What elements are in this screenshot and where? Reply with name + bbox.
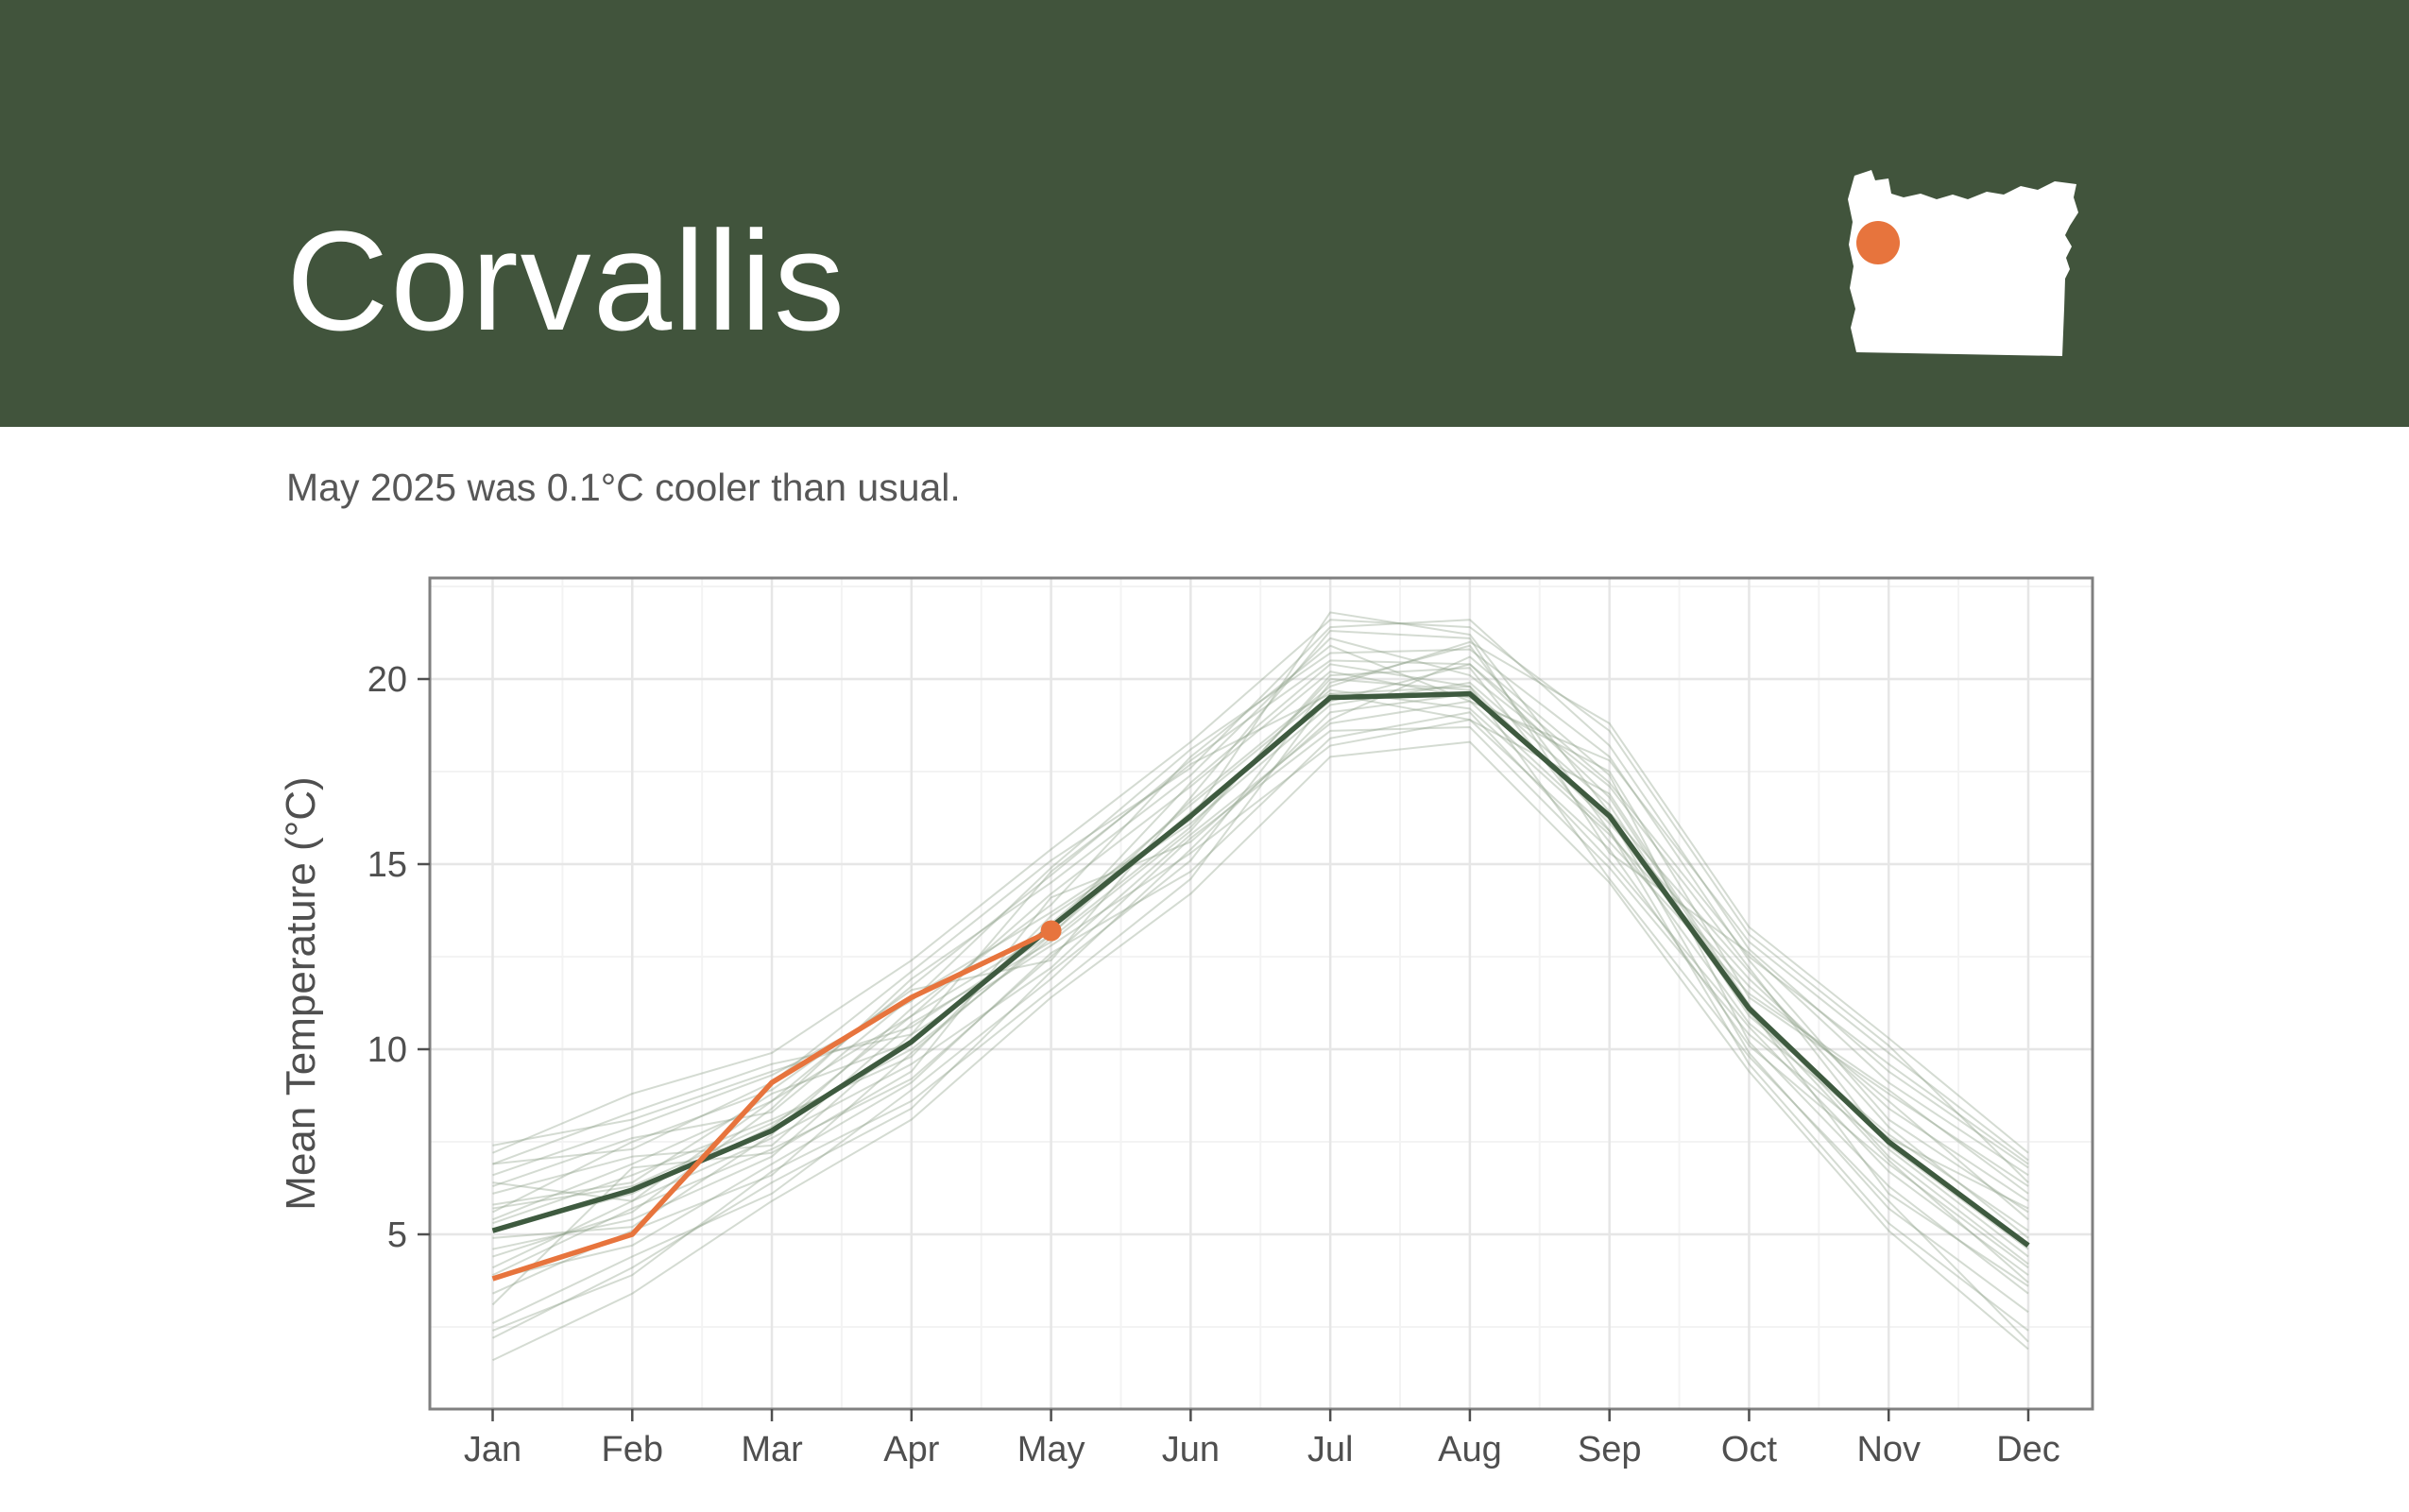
line-2025 <box>491 928 1052 1282</box>
year-line <box>492 725 2029 1269</box>
year-line <box>492 611 2029 1239</box>
year-line <box>492 644 2029 1239</box>
year-line <box>492 692 2029 1324</box>
year-line <box>492 663 2029 1202</box>
year-line <box>492 640 2029 1154</box>
year-line <box>492 711 2029 1281</box>
year-line <box>492 719 2029 1269</box>
y-tick-label: 10 <box>367 1030 407 1070</box>
latest-month-point <box>1040 920 1062 942</box>
x-tick-label: May <box>1017 1430 1085 1470</box>
x-tick-label: Jul <box>1307 1430 1354 1470</box>
historical-mean-line <box>491 690 2030 1248</box>
y-tick-label: 20 <box>367 660 407 700</box>
x-tick-label: Nov <box>1856 1430 1921 1470</box>
year-line <box>492 644 2029 1339</box>
header-banner: Corvallis <box>0 0 2409 427</box>
y-axis-title: Mean Temperature (°C) <box>278 776 324 1210</box>
year-line <box>492 630 2029 1214</box>
year-line <box>492 685 2029 1343</box>
year-line <box>492 678 2029 1283</box>
city-location-dot <box>1856 221 1900 264</box>
y-tick-label: 15 <box>367 845 407 885</box>
panel-border <box>428 576 2094 1411</box>
oregon-shape-icon <box>1848 170 2078 356</box>
oregon-map <box>1848 170 2078 356</box>
year-line <box>492 667 2029 1195</box>
x-tick-label: Sep <box>1578 1430 1642 1470</box>
x-tick-label: Apr <box>883 1430 939 1470</box>
x-tick-label: Jun <box>1162 1430 1220 1470</box>
year-line <box>491 655 2029 1306</box>
x-tick-label: Dec <box>1996 1430 2060 1470</box>
y-tick-label: 5 <box>387 1215 407 1255</box>
year-line <box>492 637 2029 1258</box>
x-tick-label: Jan <box>464 1430 521 1470</box>
x-tick-label: Mar <box>741 1430 803 1470</box>
year-line <box>492 740 2029 1362</box>
year-line <box>492 700 2029 1277</box>
year-line <box>492 681 2029 1232</box>
x-tick-label: Aug <box>1438 1430 1502 1470</box>
x-tick-label: Oct <box>1721 1430 1778 1470</box>
subtitle: May 2025 was 0.1°C cooler than usual. <box>286 466 961 509</box>
year-line <box>492 619 2029 1183</box>
year-line <box>492 619 2029 1169</box>
x-tick-label: Feb <box>602 1430 663 1470</box>
page-title: Corvallis <box>286 201 847 360</box>
year-line <box>492 648 2029 1214</box>
